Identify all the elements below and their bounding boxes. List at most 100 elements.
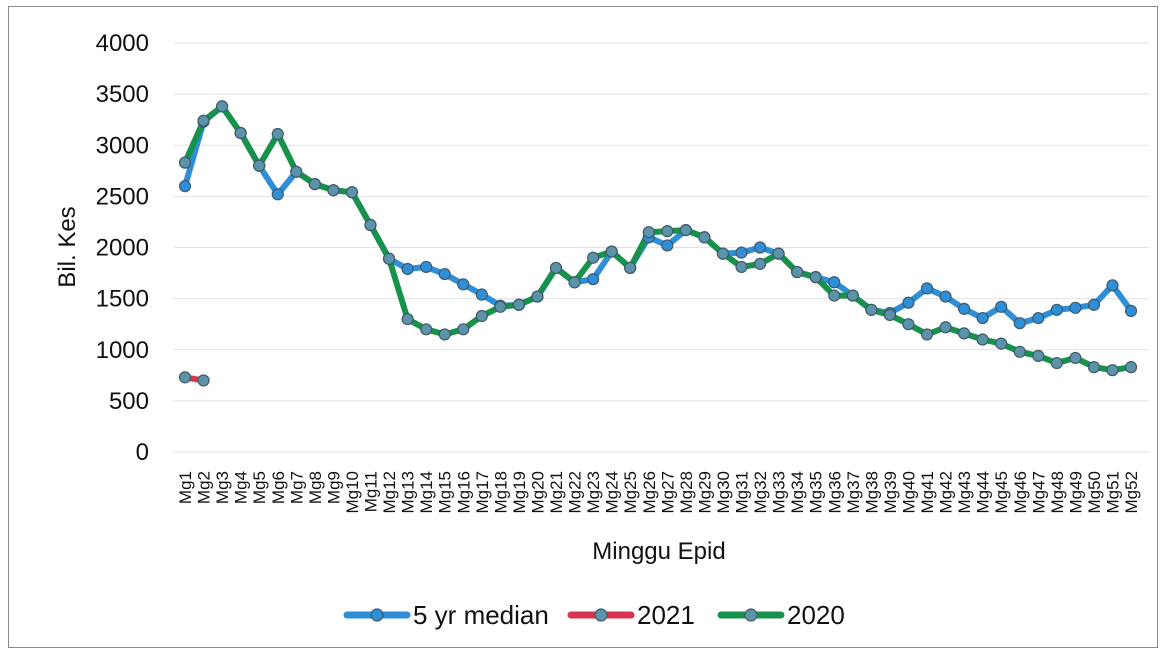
data-point [457,323,470,336]
x-tick-label: Mg8 [306,471,325,504]
data-point [382,252,396,265]
data-point [939,290,952,303]
x-tick-label: Mg11 [362,471,381,512]
y-tick-label: 1500 [96,286,149,313]
x-tick-label: Mg17 [473,471,492,514]
data-point [178,156,192,169]
gridlines [174,42,1149,453]
data-point [735,260,748,274]
data-point [920,328,934,341]
x-tick-label: Mg34 [788,471,807,514]
data-point [234,126,247,140]
x-tick-label: Mg22 [566,471,585,514]
data-point [568,276,581,289]
data-point [976,333,989,346]
x-tick-label: Mg2 [195,471,214,504]
x-tick-label: Mg10 [343,471,362,514]
legend-label: 2021 [637,600,695,630]
data-point [753,241,767,254]
x-tick-label: Mg35 [807,471,826,514]
data-point [902,318,915,331]
data-point [197,114,210,127]
legend-label: 2020 [787,600,845,630]
x-tick-label: Mg24 [603,471,622,514]
y-tick-label: 4000 [96,30,149,57]
data-point [438,328,451,341]
data-point [1069,351,1082,365]
data-point [475,309,488,323]
data-point [846,289,859,302]
x-tick-label: Mg50 [1085,471,1104,514]
x-tick-label: Mg52 [1122,471,1141,514]
data-point [1032,311,1045,325]
x-tick-label: Mg14 [417,471,436,514]
data-point [995,300,1008,313]
data-point [1106,279,1119,292]
y-tick-labels: 0 500 1000 1500 2000 2500 3000 3500 4000 [96,30,149,466]
y-tick-label: 0 [136,439,149,466]
legend: 5 yr median 2021 2020 [343,600,845,630]
data-point [698,231,711,244]
x-tick-label: Mg49 [1066,471,1085,514]
legend-marker-1 [594,608,608,622]
x-tick-label: Mg36 [825,471,844,514]
data-point [920,282,934,295]
x-tick-label: Mg18 [491,471,510,514]
y-tick-label: 500 [109,388,149,415]
data-point [1013,345,1026,358]
x-tick-label: Mg3 [213,471,232,504]
data-point [512,298,525,311]
x-tick-label: Mg46 [1011,471,1030,514]
data-point [531,290,544,303]
y-axis-title: Bil. Kes [54,206,81,287]
data-point [345,186,359,199]
data-point [1124,304,1138,317]
data-point [197,374,210,387]
data-point [271,127,284,141]
x-tick-label: Mg43 [955,471,974,514]
x-tick-label: Mg19 [510,471,529,514]
data-point [1106,364,1119,377]
data-point [475,288,488,301]
data-point [549,261,563,275]
data-point [605,245,618,258]
data-point [253,159,266,172]
data-point [271,188,284,201]
x-tick-label: Mg7 [287,471,306,504]
series-line-0 [182,103,1135,327]
x-tick-label: Mg28 [677,471,696,514]
x-tick-label: Mg29 [695,471,714,514]
data-point [1087,361,1101,374]
x-tick-label: Mg48 [1048,471,1067,514]
x-tick-label: Mg27 [658,471,677,514]
data-point [865,303,878,316]
data-point [828,276,841,289]
x-tick-label: Mg25 [621,471,640,514]
data-point [976,311,989,325]
x-tick-label: Mg30 [714,471,733,514]
data-point [828,289,841,302]
data-point [327,184,340,197]
x-tick-label: Mg39 [881,471,900,514]
data-point [883,308,897,322]
data-point [772,247,785,260]
y-tick-label: 3500 [96,81,149,108]
x-tick-label: Mg23 [584,471,603,514]
x-tick-label: Mg9 [324,471,343,504]
x-axis-title: Minggu Epid [592,538,725,565]
y-tick-label: 2000 [96,235,149,262]
data-point [178,371,192,384]
data-point [494,300,507,313]
data-point [364,218,377,232]
data-point [679,224,692,237]
x-tick-label: Mg38 [862,471,881,514]
data-point [1050,356,1063,370]
x-tick-label: Mg42 [937,471,956,514]
x-tick-label: Mg20 [528,471,547,514]
data-point [661,239,674,252]
y-tick-label: 2500 [96,183,149,210]
x-tick-label: Mg21 [547,471,566,514]
data-point [420,323,433,336]
chart-frame: 0 500 1000 1500 2000 2500 3000 3500 4000 Mg1 Mg2 M… [8,6,1158,648]
y-tick-label: 3000 [96,132,149,159]
